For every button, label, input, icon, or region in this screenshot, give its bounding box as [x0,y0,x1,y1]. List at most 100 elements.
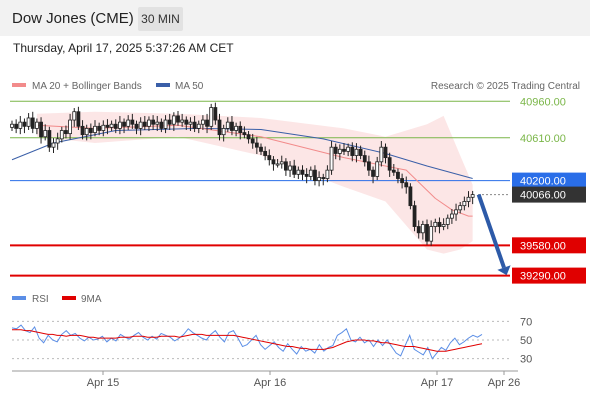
candle-body [109,123,114,128]
candle-body [47,130,52,148]
candle-body [209,107,214,127]
candle-body [51,142,56,148]
rsi-line [11,324,483,360]
price-levels [10,100,510,277]
candle-body [180,119,185,123]
candle-body [354,148,359,156]
candle-body [300,169,305,175]
candle-body [366,161,371,171]
candle-body [118,121,122,129]
x-axis: Apr 15 Apr 16 Apr 17 Apr 26 [12,370,520,389]
candle-body [337,148,342,154]
candle-body [292,165,297,175]
candle-body [396,171,400,179]
candle-body [271,159,276,165]
projection-arrow-head [497,265,511,276]
candle-body [383,146,388,159]
candle-body [171,115,176,125]
support-level-tag [512,267,586,284]
candle-body [122,121,126,127]
projection-arrow [476,193,511,276]
support-level-label: 39290.00 [520,271,566,283]
candle-body [184,119,189,125]
candle-body [342,148,346,152]
candles [10,102,475,246]
candle-body [400,178,405,184]
candle-body [458,205,463,211]
candle-body [88,128,93,133]
candle-body [416,226,421,234]
candle-body [188,121,193,125]
9ma-line [12,329,483,352]
candle-body [254,142,259,148]
resistance-level-label: 40610.00 [520,133,566,145]
candle-body [72,111,77,121]
timestamp: Thursday, April 17, 2025 5:37:26 AM CET [13,41,234,55]
candle-body [176,115,180,123]
candle-body [313,169,317,182]
x-tick-label: Apr 16 [254,377,286,389]
ma50-legend-label: MA 50 [175,81,204,92]
candle-body [126,119,131,127]
candle-body [462,201,467,207]
candle-body [429,226,434,242]
level-labels: 40960.00 40610.00 40200.00 40066.00 39580.00… [512,96,586,284]
candle-body [101,124,106,131]
candle-body [317,177,322,182]
x-tick-label: Apr 15 [87,377,119,389]
candle-body [371,169,375,177]
candle-body [346,146,351,152]
candle-body [263,150,268,156]
candle-body [250,138,255,144]
candle-body [138,121,143,129]
x-tick-label: Apr 17 [421,377,453,389]
candle-body [14,123,19,129]
candle-body [441,224,446,227]
candle-body [192,121,197,129]
candle-body [420,224,425,234]
rsi-tick-label: 50 [520,335,532,347]
support-level-label: 39580.00 [520,240,566,252]
candle-body [155,121,160,125]
current-level-tag [512,186,586,203]
candle-body [275,163,280,166]
candle-body [97,125,102,131]
bollinger-band-area [36,111,473,254]
rsi-panel: 70 50 30 [11,316,532,366]
candle-body [217,119,222,136]
candle-body [147,119,151,127]
candle-body [22,121,27,127]
candle-body [39,121,43,138]
candle-body [437,221,442,227]
projection-arrow-shaft [476,193,506,269]
rsi-legend-swatch [12,296,26,300]
candle-body [76,111,81,127]
candle-body [449,213,454,219]
bollinger-bands [36,111,473,254]
candle-body [242,132,247,136]
ma50-line [11,127,473,179]
header-bar: Dow Jones (CME) 30 MIN [0,0,590,36]
ma50-legend-swatch [156,83,170,87]
timeframe-button[interactable]: 30 MIN [138,7,183,31]
candle-body [445,217,450,225]
candle-body [130,119,135,125]
candle-body [234,125,239,131]
candle-body [64,130,68,135]
candle-body [59,130,64,140]
price-legend: MA 20 + Bollinger Bands MA 50 Research ©… [12,81,580,92]
candle-body [358,148,363,156]
candle-body [375,161,380,177]
rsi-legend-label: RSI [32,294,49,305]
support-level-tag [512,237,586,254]
candle-body [151,119,156,125]
ma9-legend-label: 9MA [81,294,102,305]
candle-body [84,128,89,136]
candle-body [454,209,458,215]
candle-body [196,123,201,129]
candle-body [425,224,429,242]
candle-body [213,107,218,121]
candle-body [288,165,292,171]
candle-body [221,128,226,136]
